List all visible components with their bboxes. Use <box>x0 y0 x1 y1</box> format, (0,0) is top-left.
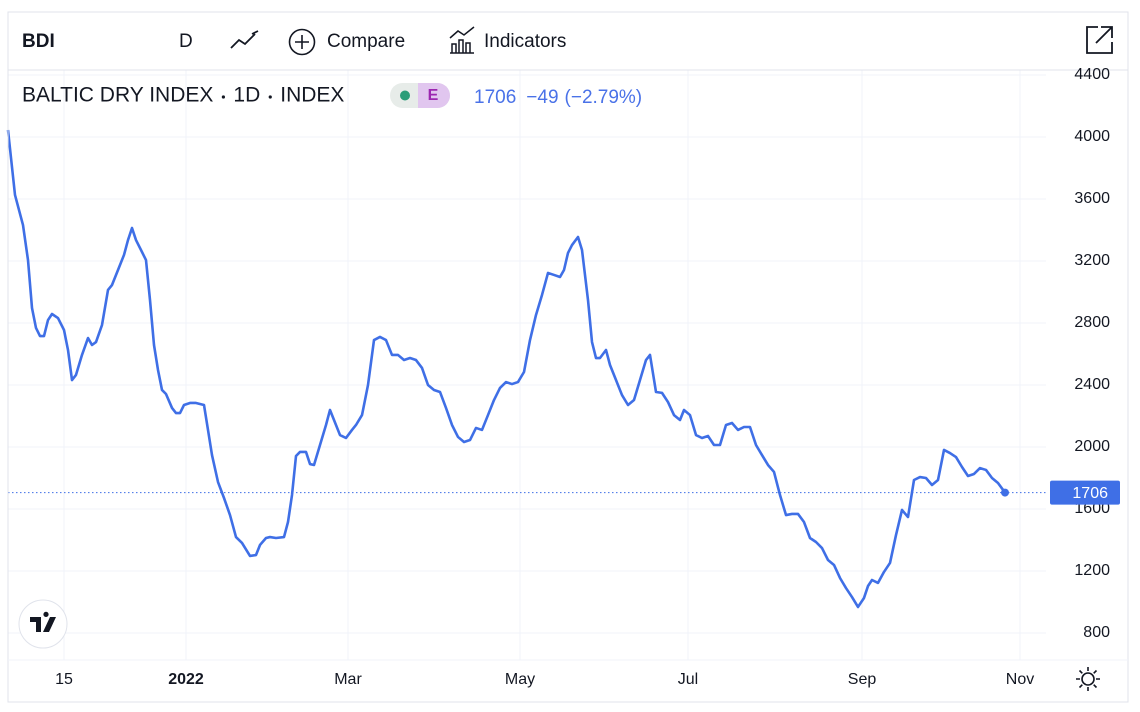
settings-icon[interactable] <box>1076 667 1100 691</box>
x-tick-label: Sep <box>848 671 877 688</box>
interval-button[interactable]: D <box>179 31 193 52</box>
y-tick-label: 2000 <box>1074 438 1110 455</box>
y-tick-label: 1200 <box>1074 562 1110 579</box>
x-tick-label: 2022 <box>168 671 204 688</box>
last-point <box>1001 488 1009 497</box>
x-tick-label: Jul <box>678 671 698 688</box>
logo-mark <box>30 611 56 632</box>
compare-icon[interactable] <box>288 28 316 56</box>
legend-interval: 1D <box>233 84 260 107</box>
gear-teeth <box>1076 667 1100 691</box>
price-line <box>6 129 1007 609</box>
badge-earnings-bg <box>418 83 450 108</box>
symbol[interactable]: BDI <box>22 31 55 52</box>
legend-price: 1706 <box>474 87 516 108</box>
toolbar: BDI D Compare Indicators <box>22 26 1113 56</box>
y-tick-label: 4000 <box>1074 128 1110 145</box>
chart-type-icon[interactable] <box>230 30 259 49</box>
x-tick-label: May <box>505 671 535 688</box>
x-tick-label: 15 <box>55 671 73 688</box>
legend-change-pct: (−2.79%) <box>565 87 643 108</box>
last-price-box <box>1050 480 1120 505</box>
x-tick-label: Nov <box>1006 671 1034 688</box>
y-tick-label: 2400 <box>1074 376 1110 393</box>
legend-exchange: INDEX <box>280 84 344 107</box>
legend-change: −49 <box>526 87 558 108</box>
separator <box>268 95 272 99</box>
indicators-button[interactable]: Indicators <box>484 31 566 52</box>
indicators-icon[interactable] <box>449 26 475 54</box>
y-tick-label: 4400 <box>1074 66 1110 83</box>
y-tick-label: 2800 <box>1074 314 1110 331</box>
plot-area: 15 2022 Mar May Jul Sep Nov <box>6 70 1046 688</box>
y-tick-label: 800 <box>1083 624 1110 641</box>
gear-ring <box>1081 672 1095 686</box>
fullscreen-icon[interactable] <box>1086 26 1113 54</box>
y-tick-label: 3600 <box>1074 190 1110 207</box>
compare-button[interactable]: Compare <box>327 31 405 52</box>
compare-plus <box>295 35 309 49</box>
logo-bg <box>18 599 68 649</box>
logo[interactable] <box>18 599 68 649</box>
x-tick-label: Mar <box>334 671 362 688</box>
last-price-label: 1706 <box>1072 485 1108 502</box>
badge-earnings: E <box>428 87 439 104</box>
legend: BALTIC DRY INDEX 1D INDEX E 1706 −49 (−2… <box>22 83 642 108</box>
separator <box>221 95 225 99</box>
frame <box>7 11 1129 703</box>
y-tick-label: 3200 <box>1074 252 1110 269</box>
market-status-dot <box>400 90 410 101</box>
legend-name: BALTIC DRY INDEX <box>22 84 213 107</box>
